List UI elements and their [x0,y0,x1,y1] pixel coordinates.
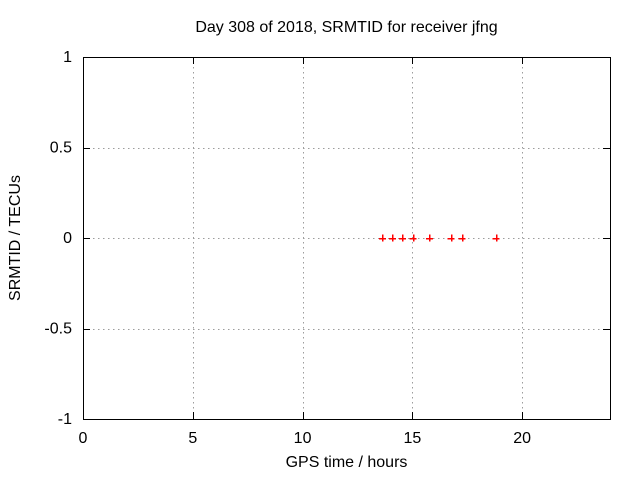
x-tick-label: 10 [294,430,312,447]
x-tick-label: 20 [513,430,531,447]
y-tick-label: -1 [58,411,72,428]
chart-title: Day 308 of 2018, SRMTID for receiver jfn… [195,19,498,36]
y-tick-label: 1 [63,49,72,66]
x-axis-label: GPS time / hours [285,454,408,471]
y-tick-label: 0 [63,230,72,247]
y-axis-label: SRMTID / TECUs [7,175,24,301]
y-tick-label: -0.5 [44,321,72,338]
plot-border [83,57,611,420]
x-tick-label: 0 [79,430,88,447]
x-tick-label: 15 [403,430,421,447]
x-tick-label: 5 [188,430,197,447]
y-tick-label: 0.5 [50,140,72,157]
